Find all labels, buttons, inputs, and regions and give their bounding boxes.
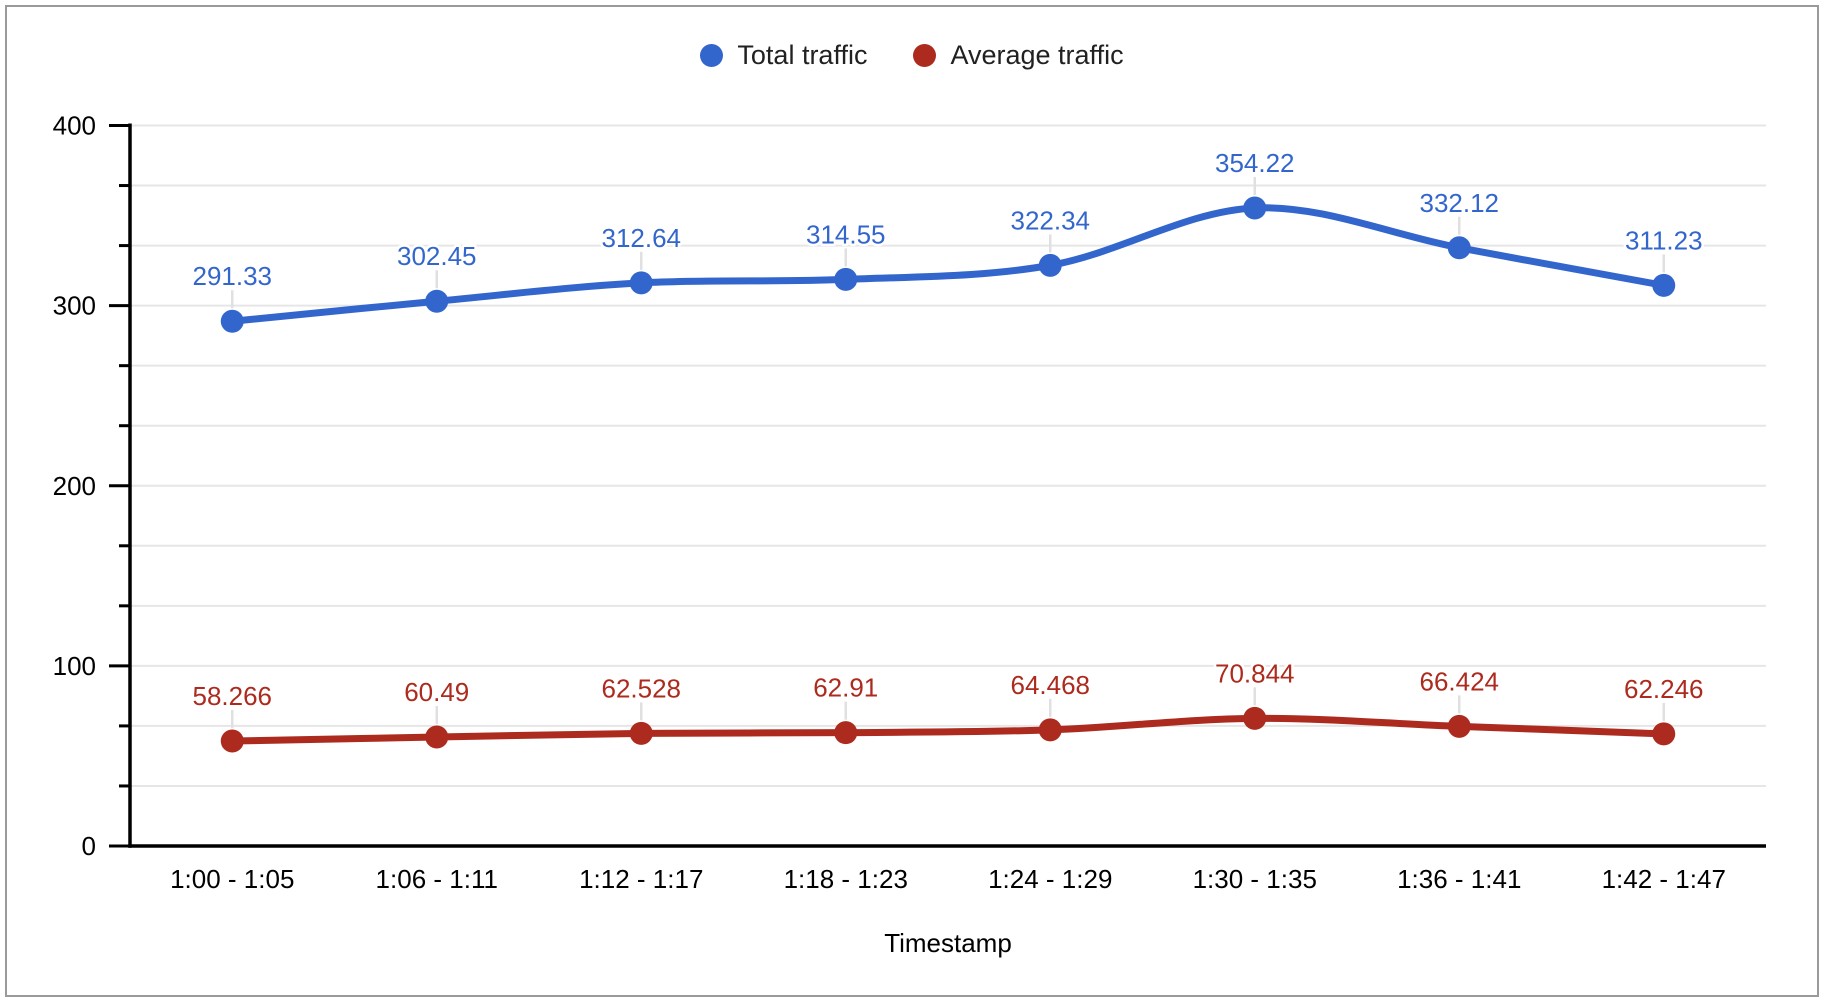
series-line-total-traffic <box>228 204 1668 325</box>
data-label: 322.34 <box>1010 205 1090 235</box>
x-tick-label: 1:00 - 1:05 <box>170 864 294 894</box>
data-label: 302.45 <box>397 241 477 271</box>
x-tick-label: 1:12 - 1:17 <box>579 864 703 894</box>
data-point[interactable] <box>1243 706 1267 730</box>
y-tick-label: 300 <box>53 291 96 321</box>
data-label: 60.49 <box>404 677 469 707</box>
data-point[interactable] <box>425 725 449 749</box>
x-tick-label: 1:06 - 1:11 <box>376 864 498 894</box>
data-label: 62.528 <box>601 673 681 703</box>
legend-label: Total traffic <box>737 40 868 70</box>
data-label: 312.64 <box>601 223 681 253</box>
data-point[interactable] <box>834 267 858 291</box>
data-point[interactable] <box>629 271 653 295</box>
data-label: 64.468 <box>1010 670 1090 700</box>
data-point[interactable] <box>1652 722 1676 746</box>
x-tick-label: 1:30 - 1:35 <box>1193 864 1317 894</box>
x-axis-title: Timestamp <box>884 928 1012 958</box>
x-tick-label: 1:24 - 1:29 <box>988 864 1112 894</box>
data-point[interactable] <box>1038 253 1062 277</box>
series-line-average-traffic <box>228 714 1668 745</box>
data-label: 311.23 <box>1625 225 1703 255</box>
data-point[interactable] <box>220 729 244 753</box>
y-tick-label: 400 <box>53 111 96 141</box>
x-tick-label: 1:18 - 1:23 <box>784 864 908 894</box>
data-label: 354.22 <box>1215 148 1295 178</box>
y-tick-label: 100 <box>53 651 96 681</box>
y-tick-label: 0 <box>82 831 96 861</box>
average-traffic-legend-dot-icon <box>913 44 937 67</box>
legend-item-average-traffic[interactable]: Average traffic <box>913 40 1124 71</box>
data-label: 62.246 <box>1624 674 1704 704</box>
data-label: 62.91 <box>813 673 878 703</box>
data-label: 291.33 <box>192 261 272 291</box>
chart-legend: Total traffic Average traffic <box>0 40 1824 71</box>
y-tick-label: 200 <box>53 471 96 501</box>
chart-frame <box>5 5 1819 997</box>
data-point[interactable] <box>1243 196 1267 220</box>
data-point[interactable] <box>1652 273 1676 297</box>
legend-item-total-traffic[interactable]: Total traffic <box>700 40 867 71</box>
legend-label: Average traffic <box>950 40 1124 70</box>
data-label: 332.12 <box>1419 188 1499 218</box>
data-point[interactable] <box>834 721 858 745</box>
data-label: 58.266 <box>192 681 272 711</box>
data-point[interactable] <box>629 721 653 745</box>
data-point[interactable] <box>1447 714 1471 738</box>
data-label: 314.55 <box>806 219 886 249</box>
data-point[interactable] <box>220 309 244 333</box>
x-tick-label: 1:42 - 1:47 <box>1602 864 1726 894</box>
x-tick-label: 1:36 - 1:41 <box>1397 864 1521 894</box>
data-point[interactable] <box>1038 718 1062 742</box>
total-traffic-legend-dot-icon <box>700 44 724 67</box>
data-label: 66.424 <box>1419 666 1499 696</box>
data-point[interactable] <box>425 289 449 313</box>
data-label: 70.844 <box>1215 658 1295 688</box>
data-point[interactable] <box>1447 236 1471 260</box>
